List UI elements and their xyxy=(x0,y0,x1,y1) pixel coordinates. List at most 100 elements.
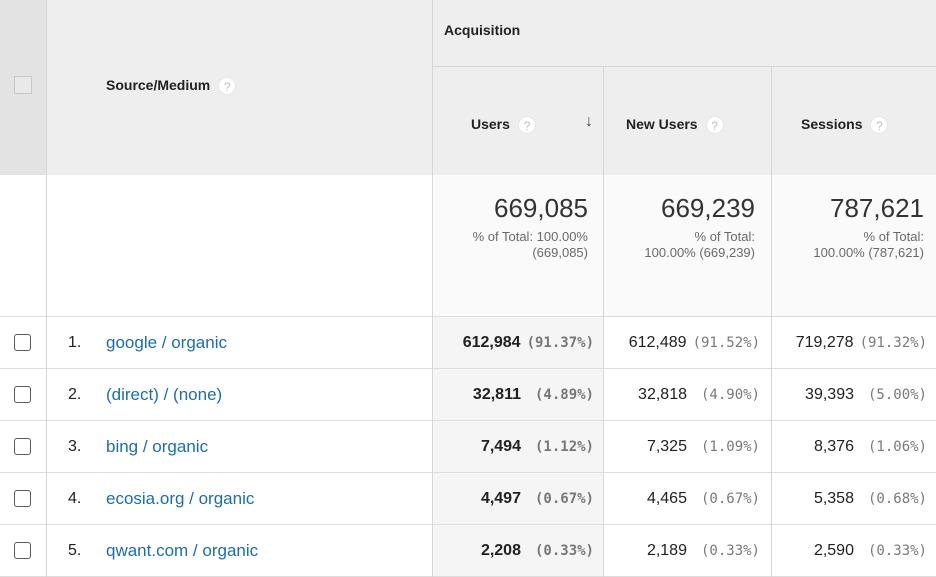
acquisition-group-header: Acquisition xyxy=(444,22,521,38)
new-users-header-label: New Users xyxy=(626,116,698,132)
help-icon[interactable]: ? xyxy=(705,116,724,135)
users-cell-bg xyxy=(433,421,603,473)
row-checkbox[interactable] xyxy=(14,334,31,351)
row-number: 2. xyxy=(68,386,82,403)
users-cell: 4,497 (0.67%) xyxy=(481,490,594,508)
sessions-value: 8,376 xyxy=(813,438,854,455)
users-cell: 2,208 (0.33%) xyxy=(481,542,594,560)
source-medium-link[interactable]: ecosia.org / organic xyxy=(106,489,255,508)
new-users-value: 32,818 xyxy=(638,386,687,403)
row-checkbox[interactable] xyxy=(14,438,31,455)
row-number: 1. xyxy=(68,334,82,351)
new-users-cell: 7,325 (1.09%) xyxy=(647,438,760,456)
column-divider xyxy=(603,66,604,577)
users-value: 2,208 xyxy=(480,542,521,559)
sessions-pct: (1.06%) xyxy=(867,439,927,455)
row-divider xyxy=(0,420,936,421)
row-divider xyxy=(0,472,936,473)
sessions-value: 5,358 xyxy=(813,490,854,507)
sessions-pct: (0.33%) xyxy=(867,543,927,559)
users-column-header[interactable]: Users? xyxy=(471,116,536,135)
source-medium-header[interactable]: Source/Medium? xyxy=(106,77,237,96)
row-number: 5. xyxy=(68,542,82,559)
help-icon[interactable]: ? xyxy=(870,116,889,135)
source-medium-link[interactable]: google / organic xyxy=(106,333,227,352)
users-pct: (91.37%) xyxy=(526,335,594,351)
help-icon[interactable]: ? xyxy=(517,116,536,135)
users-total-line2: (669,085) xyxy=(532,245,588,260)
new-users-pct: (91.52%) xyxy=(692,335,760,351)
sessions-pct: (91.32%) xyxy=(859,335,927,351)
users-pct: (0.67%) xyxy=(534,491,594,507)
new-users-column-header[interactable]: New Users? xyxy=(626,116,724,135)
source-medium-label: Source/Medium xyxy=(106,77,211,93)
new-users-value: 612,489 xyxy=(628,334,687,351)
sessions-value: 719,278 xyxy=(795,334,854,351)
users-cell-bg xyxy=(433,473,603,525)
source-medium-link[interactable]: qwant.com / organic xyxy=(106,541,259,560)
users-cell-bg xyxy=(433,317,603,369)
source-medium-link[interactable]: (direct) / (none) xyxy=(106,385,223,404)
sessions-cell: 5,358 (0.68%) xyxy=(814,490,927,508)
users-total-pct: % of Total: 100.00% (669,085) xyxy=(473,229,588,261)
help-icon[interactable]: ? xyxy=(218,77,237,96)
row-divider xyxy=(0,368,936,369)
new-users-cell: 4,465 (0.67%) xyxy=(647,490,760,508)
users-value: 612,984 xyxy=(462,334,521,351)
users-cell-bg xyxy=(433,525,603,577)
users-cell-bg xyxy=(433,369,603,421)
new-users-pct: (0.33%) xyxy=(700,543,760,559)
sessions-column-header[interactable]: Sessions? xyxy=(801,116,889,135)
users-value: 4,497 xyxy=(480,490,521,507)
users-total: 669,085 xyxy=(494,193,588,223)
new-users-total-line1: % of Total: xyxy=(694,229,755,244)
new-users-value: 2,189 xyxy=(646,542,687,559)
sessions-header-label: Sessions xyxy=(801,116,863,132)
new-users-cell: 2,189 (0.33%) xyxy=(647,542,760,560)
row-number: 4. xyxy=(68,490,82,507)
sessions-total-line1: % of Total: xyxy=(863,229,924,244)
users-value: 7,494 xyxy=(480,438,521,455)
new-users-total-pct: % of Total: 100.00% (669,239) xyxy=(644,229,755,261)
new-users-pct: (1.09%) xyxy=(700,439,760,455)
source-medium-link[interactable]: bing / organic xyxy=(106,437,209,456)
sessions-cell: 719,278 (91.32%) xyxy=(796,334,927,352)
totals-row xyxy=(433,176,936,316)
group-divider xyxy=(433,66,936,67)
sessions-total-pct: % of Total: 100.00% (787,621) xyxy=(813,229,924,261)
sort-descending-icon[interactable]: ↓ xyxy=(585,113,593,130)
select-all-checkbox[interactable] xyxy=(14,76,32,94)
new-users-cell: 32,818 (4.90%) xyxy=(638,386,760,404)
users-cell: 7,494 (1.12%) xyxy=(481,438,594,456)
users-cell: 612,984 (91.37%) xyxy=(463,334,594,352)
sessions-total: 787,621 xyxy=(830,193,924,223)
column-divider xyxy=(432,0,433,577)
new-users-value: 7,325 xyxy=(646,438,687,455)
sessions-cell: 39,393 (5.00%) xyxy=(805,386,927,404)
users-pct: (0.33%) xyxy=(534,543,594,559)
row-number: 3. xyxy=(68,438,82,455)
new-users-pct: (4.90%) xyxy=(700,387,760,403)
new-users-pct: (0.67%) xyxy=(700,491,760,507)
users-pct: (4.89%) xyxy=(534,387,594,403)
new-users-total: 669,239 xyxy=(661,193,755,223)
new-users-total-line2: 100.00% (669,239) xyxy=(644,245,755,260)
row-checkbox[interactable] xyxy=(14,386,31,403)
users-value: 32,811 xyxy=(472,386,521,403)
row-checkbox[interactable] xyxy=(14,490,31,507)
users-cell: 32,811 (4.89%) xyxy=(473,386,594,404)
row-divider xyxy=(0,316,936,317)
column-divider xyxy=(46,0,47,577)
source-medium-header-cell xyxy=(47,0,432,175)
sessions-pct: (0.68%) xyxy=(867,491,927,507)
row-divider xyxy=(0,524,936,525)
sessions-total-line2: 100.00% (787,621) xyxy=(813,245,924,260)
sessions-value: 2,590 xyxy=(813,542,854,559)
sessions-cell: 2,590 (0.33%) xyxy=(814,542,927,560)
row-checkbox[interactable] xyxy=(14,542,31,559)
users-total-line1: % of Total: 100.00% xyxy=(472,229,588,244)
new-users-cell: 612,489 (91.52%) xyxy=(629,334,760,352)
sessions-value: 39,393 xyxy=(805,386,854,403)
sessions-cell: 8,376 (1.06%) xyxy=(814,438,927,456)
